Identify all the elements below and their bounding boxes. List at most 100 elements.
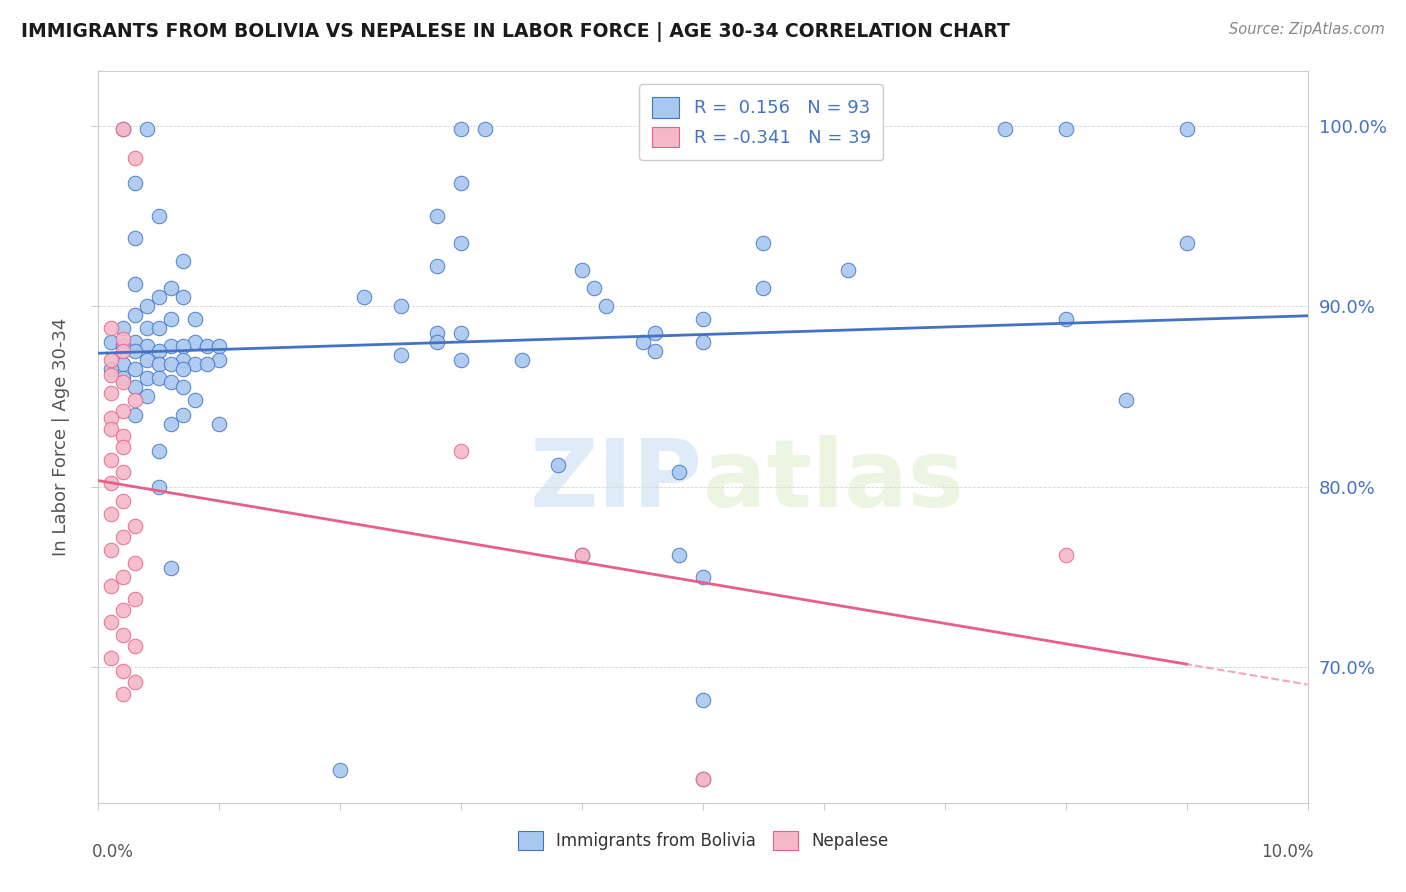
Point [668,465,690,479]
Point [1175,235,1198,250]
Point [353,290,375,304]
Point [752,235,775,250]
Point [111,357,134,371]
Point [135,389,157,403]
Y-axis label: In Labor Force | Age 30-34: In Labor Force | Age 30-34 [52,318,70,557]
Point [172,380,194,394]
Point [172,254,194,268]
Point [124,308,146,322]
Point [644,326,666,341]
Point [135,353,157,368]
Point [184,335,207,350]
Point [124,277,146,292]
Point [124,556,146,570]
Point [124,362,146,376]
Point [100,476,122,491]
Point [994,122,1017,136]
Point [692,772,714,787]
Point [124,335,146,350]
Point [111,688,134,702]
Point [100,507,122,521]
Point [111,440,134,454]
Point [426,260,449,274]
Point [124,408,146,422]
Point [124,639,146,653]
Point [100,353,122,368]
Text: Source: ZipAtlas.com: Source: ZipAtlas.com [1229,22,1385,37]
Point [100,368,122,382]
Point [692,311,714,326]
Point [111,122,134,136]
Point [389,348,412,362]
Point [111,628,134,642]
Point [111,429,134,443]
Point [450,443,472,458]
Point [426,326,449,341]
Point [208,339,231,353]
Point [510,353,533,368]
Point [752,281,775,295]
Point [1054,311,1077,326]
Point [1115,392,1137,407]
Point [124,177,146,191]
Point [111,404,134,418]
Point [184,392,207,407]
Point [571,549,593,563]
Point [450,353,472,368]
Point [450,122,472,136]
Point [111,530,134,544]
Point [124,380,146,394]
Point [111,602,134,616]
Point [148,209,170,223]
Point [692,693,714,707]
Point [195,357,218,371]
Point [124,519,146,533]
Point [172,362,194,376]
Text: 10.0%: 10.0% [1261,843,1313,861]
Point [1054,549,1077,563]
Point [135,299,157,313]
Point [160,375,183,389]
Point [208,417,231,431]
Text: ZIP: ZIP [530,435,703,527]
Text: IMMIGRANTS FROM BOLIVIA VS NEPALESE IN LABOR FORCE | AGE 30-34 CORRELATION CHART: IMMIGRANTS FROM BOLIVIA VS NEPALESE IN L… [21,22,1010,42]
Point [389,299,412,313]
Point [100,362,122,376]
Point [172,339,194,353]
Legend: Immigrants from Bolivia, Nepalese: Immigrants from Bolivia, Nepalese [512,824,894,856]
Point [148,290,170,304]
Point [426,335,449,350]
Point [450,235,472,250]
Point [148,371,170,385]
Point [208,353,231,368]
Point [111,339,134,353]
Point [692,570,714,584]
Point [160,417,183,431]
Point [172,290,194,304]
Point [692,772,714,787]
Point [111,494,134,508]
Point [124,230,146,244]
Point [111,321,134,335]
Point [100,579,122,593]
Point [148,344,170,359]
Point [100,615,122,630]
Point [124,392,146,407]
Point [148,443,170,458]
Point [329,764,352,778]
Point [1054,122,1077,136]
Point [160,561,183,575]
Point [631,335,654,350]
Point [111,371,134,385]
Point [184,311,207,326]
Point [124,674,146,689]
Point [837,263,859,277]
Point [124,591,146,606]
Point [100,411,122,425]
Point [160,357,183,371]
Point [135,339,157,353]
Point [124,151,146,165]
Point [100,651,122,665]
Point [100,335,122,350]
Point [148,480,170,494]
